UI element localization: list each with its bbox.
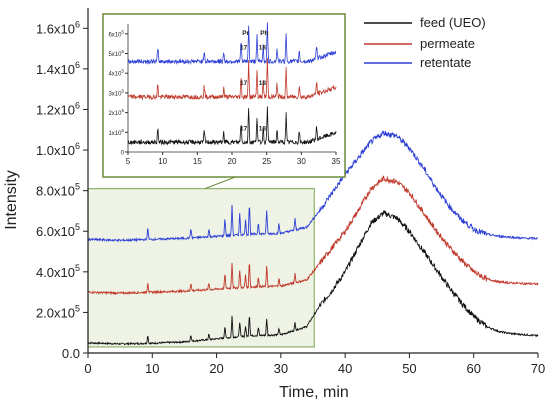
x-tick-label: 70: [531, 361, 545, 376]
x-tick-label: 60: [466, 361, 480, 376]
x-tick-label: 20: [209, 361, 223, 376]
inset-x-tick-label: 25: [262, 157, 271, 166]
axes: [87, 8, 538, 354]
y-axis-label: Intensity: [3, 170, 20, 230]
ticks: 0 10 20 30 40 50 60 700.02.0x1054.0x1056.0x1058…: [36, 19, 545, 376]
y-tick-label: 8.0x105: [36, 182, 80, 199]
inset-x-tick-label: 5: [126, 157, 131, 166]
series-line-1: [87, 175, 539, 296]
inset-callout-line: [204, 175, 239, 190]
x-tick-label: 40: [338, 361, 352, 376]
inset-peak-label: Pr: [242, 30, 249, 37]
y-tick-label: 4.0x105: [36, 263, 80, 280]
inset-peak-label: 17: [240, 45, 248, 52]
legend-label-permeate: permeate: [420, 36, 475, 51]
inset-y-tick-label: 3x105: [108, 88, 124, 97]
y-tick-label: 2.0x105: [36, 303, 80, 320]
series-layer: [87, 130, 539, 346]
x-tick-label: 50: [402, 361, 416, 376]
inset-peak-label: Ph: [260, 30, 268, 37]
inset-series-line-0: [127, 106, 337, 146]
inset-y-tick-label: 4x105: [108, 69, 124, 78]
inset-y-tick-label: 5x105: [108, 49, 124, 58]
y-tick-label: 6.0x105: [36, 222, 80, 239]
inset-peak-label: 18: [259, 125, 267, 132]
inset-series-line-2: [127, 22, 336, 65]
x-tick-label: 0: [84, 361, 91, 376]
inset-x-tick-label: 35: [332, 157, 341, 166]
y-tick-label: 1.2x106: [36, 100, 80, 117]
legend-label-retentate: retentate: [420, 55, 471, 70]
inset-peak-label: 18: [259, 45, 267, 52]
inset-x-tick-label: 15: [193, 157, 202, 166]
legend-label-feed: feed (UEO): [420, 15, 486, 30]
inset-peak-label: 17: [240, 125, 248, 132]
inset-x-tick-label: 10: [158, 157, 167, 166]
legend: feed (UEO) permeate retentate: [364, 15, 486, 70]
y-tick-label: 1.6x106: [36, 19, 80, 36]
inset-y-tick-label: 2x105: [108, 108, 124, 117]
highlight-box: [87, 188, 315, 348]
y-tick-label: 1.4x106: [36, 60, 80, 77]
x-axis-label: Time, min: [279, 384, 349, 401]
y-tick-label: 1.0x106: [36, 141, 80, 158]
highlight-region: [87, 188, 315, 348]
inset-series-line-1: [127, 57, 337, 101]
inset-peak-label: 18: [259, 80, 267, 87]
inset-y-tick-label: 6x105: [108, 29, 124, 38]
inset-x-tick-label: 30: [297, 157, 306, 166]
series-line-0: [87, 210, 539, 346]
inset-peak-label: 17: [240, 80, 248, 87]
inset-y-tick-label: 1x105: [108, 128, 124, 137]
inset-y-tick-label: 0: [121, 151, 125, 157]
x-tick-label: 10: [145, 361, 159, 376]
x-tick-label: 30: [274, 361, 288, 376]
inset-x-tick-label: 20: [228, 157, 237, 166]
inset-chart: 5 10 15 20 25 30 35 0 1x105 2x105 3x105 4x105 5x105 6…: [102, 13, 346, 178]
y-tick-label: 0.0: [62, 346, 80, 361]
series-line-2: [87, 130, 539, 243]
